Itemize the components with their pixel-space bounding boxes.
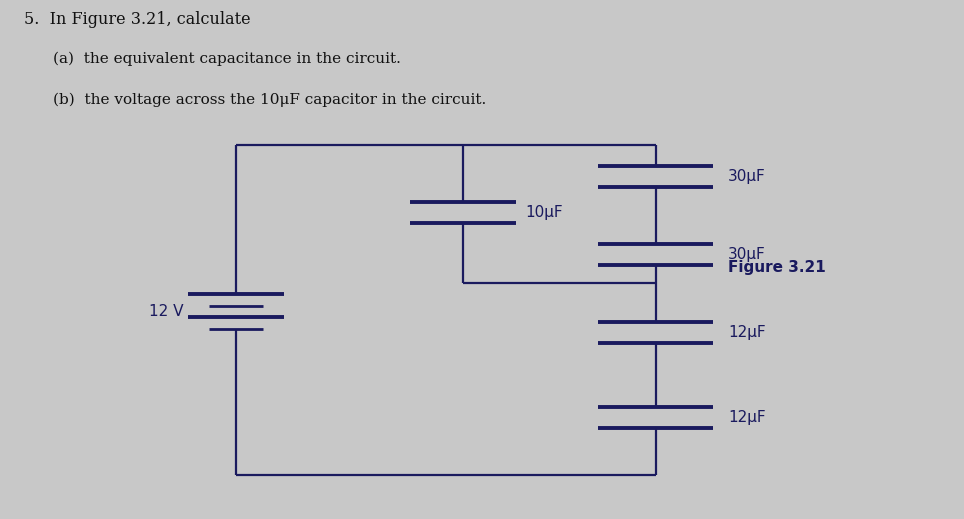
Text: Figure 3.21: Figure 3.21 [728, 260, 825, 275]
Text: 30μF: 30μF [728, 169, 765, 184]
Text: (a)  the equivalent capacitance in the circuit.: (a) the equivalent capacitance in the ci… [53, 52, 401, 66]
Text: (b)  the voltage across the 10μF capacitor in the circuit.: (b) the voltage across the 10μF capacito… [53, 92, 486, 107]
Text: 12 V: 12 V [148, 304, 183, 319]
Text: 30μF: 30μF [728, 247, 765, 262]
Text: 12μF: 12μF [728, 325, 765, 339]
Text: 10μF: 10μF [525, 206, 563, 220]
Text: 12μF: 12μF [728, 411, 765, 425]
Text: 5.  In Figure 3.21, calculate: 5. In Figure 3.21, calculate [24, 11, 251, 29]
